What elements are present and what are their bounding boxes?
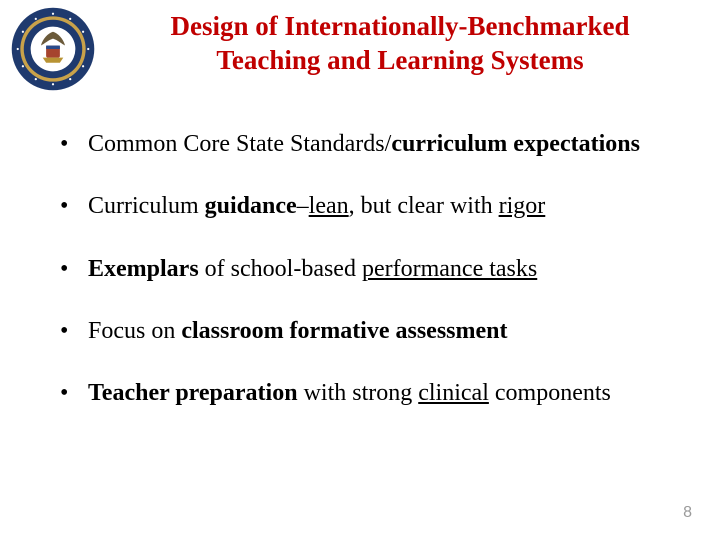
text-run: Curriculum: [88, 193, 205, 219]
dept-seal-icon: [10, 6, 96, 92]
text-run: Common Core State Standards/: [88, 131, 391, 157]
text-run: performance tasks: [362, 256, 537, 282]
bullet-marker: •: [60, 317, 88, 345]
text-run: of school-based: [199, 256, 362, 282]
text-run: classroom formative assessment: [181, 318, 507, 344]
bullet-text: Exemplars of school-based performance ta…: [88, 255, 680, 283]
bullet-item: •Focus on classroom formative assessment: [60, 317, 680, 345]
text-run: components: [489, 380, 611, 406]
bullet-marker: •: [60, 379, 88, 407]
text-run: Exemplars: [88, 256, 199, 282]
bullet-marker: •: [60, 130, 88, 158]
text-run: curriculum expectations: [391, 131, 640, 157]
bullet-marker: •: [60, 192, 88, 220]
bullet-item: •Curriculum guidance–lean, but clear wit…: [60, 192, 680, 220]
text-run: rigor: [499, 193, 546, 219]
bullet-item: •Teacher preparation with strong clinica…: [60, 379, 680, 407]
bullet-text: Curriculum guidance–lean, but clear with…: [88, 192, 680, 220]
bullet-item: •Common Core State Standards/curriculum …: [60, 130, 680, 158]
text-run: , but clear with: [349, 193, 499, 219]
text-run: Focus on: [88, 318, 181, 344]
text-run: guidance: [205, 193, 297, 219]
bullet-marker: •: [60, 255, 88, 283]
slide-title: Design of Internationally-Benchmarked Te…: [110, 10, 690, 78]
title-line-1: Design of Internationally-Benchmarked: [110, 10, 690, 44]
bullet-item: •Exemplars of school-based performance t…: [60, 255, 680, 283]
page-number: 8: [683, 504, 692, 522]
text-run: –: [297, 193, 309, 219]
bullet-list: •Common Core State Standards/curriculum …: [60, 130, 680, 442]
bullet-text: Focus on classroom formative assessment: [88, 317, 680, 345]
slide: Design of Internationally-Benchmarked Te…: [0, 0, 720, 540]
bullet-text: Teacher preparation with strong clinical…: [88, 379, 680, 407]
text-run: clinical: [418, 380, 489, 406]
text-run: Teacher preparation: [88, 380, 298, 406]
text-run: with strong: [298, 380, 419, 406]
title-line-2: Teaching and Learning Systems: [110, 44, 690, 78]
bullet-text: Common Core State Standards/curriculum e…: [88, 130, 680, 158]
text-run: lean: [309, 193, 349, 219]
